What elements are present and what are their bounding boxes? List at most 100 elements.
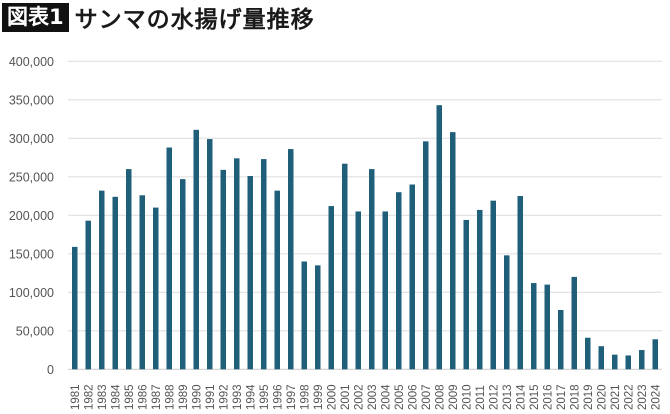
x-tick-label: 1987 bbox=[151, 384, 163, 410]
bar-1989 bbox=[180, 179, 186, 370]
bar-2015 bbox=[531, 283, 537, 370]
y-tick-label: 50,000 bbox=[16, 324, 54, 338]
bar-2008 bbox=[436, 105, 442, 370]
bar-2022 bbox=[625, 355, 631, 370]
bar-1990 bbox=[193, 129, 199, 370]
x-tick-label: 2009 bbox=[448, 384, 460, 410]
bar-2011 bbox=[477, 209, 483, 370]
bar-2019 bbox=[585, 337, 591, 370]
bar-1991 bbox=[207, 139, 213, 370]
bar-2001 bbox=[342, 163, 348, 370]
bar-2004 bbox=[382, 211, 388, 370]
x-tick-label: 1995 bbox=[259, 384, 271, 410]
x-tick-label: 2023 bbox=[637, 384, 649, 410]
x-tick-label: 1982 bbox=[83, 384, 95, 410]
y-axis-labels: 0 50,000 100,000 150,000 200,000 250,000 300,0… bbox=[9, 55, 54, 377]
bar-2013 bbox=[504, 255, 510, 370]
x-tick-label: 2010 bbox=[461, 384, 473, 410]
bar-1982 bbox=[85, 220, 91, 370]
bar-2010 bbox=[463, 219, 469, 370]
x-tick-label: 1999 bbox=[313, 384, 325, 410]
figure-label: 図表1 bbox=[2, 2, 69, 32]
chart-title: サンマの水揚げ量推移 bbox=[74, 7, 315, 33]
x-tick-label: 2007 bbox=[421, 384, 433, 410]
x-tick-label: 2017 bbox=[556, 384, 568, 410]
x-tick-label: 1981 bbox=[70, 384, 82, 410]
x-tick-label: 2004 bbox=[380, 384, 392, 410]
bars bbox=[72, 105, 658, 370]
x-tick-label: 1994 bbox=[245, 384, 257, 410]
bar-1981 bbox=[72, 246, 78, 370]
x-tick-label: 2019 bbox=[583, 384, 595, 410]
x-tick-label: 1997 bbox=[286, 384, 298, 410]
bar-2007 bbox=[423, 141, 429, 370]
x-tick-label: 2018 bbox=[569, 384, 581, 410]
bar-1992 bbox=[220, 169, 226, 370]
x-axis-labels: 1981 1982 1983 1984 1985 1986 1987 1988 1989 1990… bbox=[70, 384, 663, 410]
bar-1995 bbox=[261, 159, 267, 370]
x-tick-label: 2016 bbox=[542, 384, 554, 410]
title-row: 図表1 サンマの水揚げ量推移 bbox=[2, 2, 315, 33]
y-tick-label: 250,000 bbox=[9, 170, 54, 184]
x-tick-label: 1992 bbox=[218, 384, 230, 410]
bar-2020 bbox=[598, 346, 604, 370]
bar-1994 bbox=[247, 176, 253, 370]
x-tick-label: 2013 bbox=[502, 384, 514, 410]
x-tick-label: 1993 bbox=[232, 384, 244, 410]
x-tick-label: 2015 bbox=[529, 384, 541, 410]
bar-2003 bbox=[369, 169, 375, 370]
x-tick-label: 1996 bbox=[272, 384, 284, 410]
x-tick-label: 2003 bbox=[367, 384, 379, 410]
x-tick-label: 1984 bbox=[110, 384, 122, 410]
x-tick-label: 2000 bbox=[326, 384, 338, 410]
bar-1984 bbox=[112, 196, 118, 370]
bar-2012 bbox=[490, 200, 496, 370]
x-tick-label: 1985 bbox=[124, 384, 136, 410]
bar-2005 bbox=[396, 192, 402, 370]
bar-2021 bbox=[612, 354, 618, 370]
y-tick-label: 150,000 bbox=[9, 247, 54, 261]
y-tick-label: 100,000 bbox=[9, 286, 54, 300]
bar-2016 bbox=[544, 284, 550, 370]
bar-1983 bbox=[99, 190, 105, 370]
y-tick-label: 200,000 bbox=[9, 209, 54, 223]
bar-2009 bbox=[450, 132, 456, 370]
bar-2017 bbox=[558, 310, 564, 370]
x-tick-label: 1998 bbox=[299, 384, 311, 410]
bar-1993 bbox=[234, 158, 240, 370]
x-tick-label: 2022 bbox=[623, 384, 635, 410]
x-tick-label: 1986 bbox=[137, 384, 149, 410]
x-tick-label: 2012 bbox=[488, 384, 500, 410]
bar-2002 bbox=[355, 211, 361, 370]
bar-1998 bbox=[301, 261, 307, 370]
x-tick-label: 2006 bbox=[407, 384, 419, 410]
x-tick-label: 2014 bbox=[515, 384, 527, 410]
x-tick-label: 2005 bbox=[394, 384, 406, 410]
bar-2006 bbox=[409, 184, 415, 370]
bar-1987 bbox=[153, 207, 159, 370]
bar-1988 bbox=[166, 147, 172, 370]
x-tick-label: 2008 bbox=[434, 384, 446, 410]
x-tick-label: 2024 bbox=[650, 384, 662, 410]
x-tick-label: 2001 bbox=[340, 384, 352, 410]
x-tick-label: 1991 bbox=[205, 384, 217, 410]
bar-1986 bbox=[139, 195, 145, 370]
bar-1999 bbox=[315, 265, 321, 370]
x-tick-label: 2020 bbox=[596, 384, 608, 410]
x-tick-label: 1983 bbox=[97, 384, 109, 410]
bar-2014 bbox=[517, 196, 523, 370]
x-tick-label: 1990 bbox=[191, 384, 203, 410]
y-tick-label: 400,000 bbox=[9, 55, 54, 69]
x-tick-label: 2011 bbox=[475, 385, 487, 410]
x-tick-label: 2002 bbox=[353, 384, 365, 410]
bar-2000 bbox=[328, 206, 334, 370]
y-tick-label: 300,000 bbox=[9, 132, 54, 146]
bar-1996 bbox=[274, 190, 280, 370]
bar-1997 bbox=[288, 149, 294, 370]
y-tick-label: 0 bbox=[47, 363, 54, 377]
y-tick-label: 350,000 bbox=[9, 93, 54, 107]
bar-2023 bbox=[639, 350, 645, 370]
bar-2018 bbox=[571, 276, 577, 370]
bar-1985 bbox=[126, 169, 132, 370]
